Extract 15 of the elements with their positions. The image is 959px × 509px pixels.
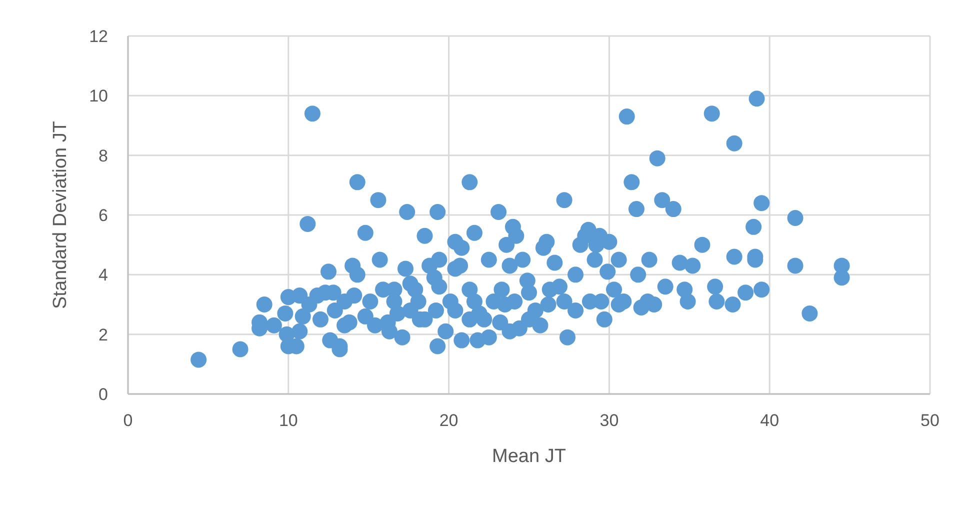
y-tick-label: 10: [89, 86, 108, 106]
x-tick-label: 20: [439, 411, 458, 430]
y-axis-title: Standard Deviation JT: [50, 120, 71, 309]
y-tick-label: 4: [98, 266, 108, 285]
x-tick-label: 50: [920, 411, 940, 430]
x-tick-label: 0: [123, 411, 133, 430]
x-tick-label: 40: [760, 411, 780, 430]
y-tick-label: 8: [98, 146, 108, 166]
x-tick-label: 30: [600, 411, 619, 430]
y-tick-label: 2: [98, 325, 108, 344]
y-tick-label: 0: [98, 384, 108, 404]
x-axis-title: Mean JT: [492, 446, 566, 467]
y-tick-label: 12: [89, 26, 108, 46]
x-tick-label: 10: [278, 411, 298, 430]
y-tick-label: 6: [98, 206, 108, 225]
